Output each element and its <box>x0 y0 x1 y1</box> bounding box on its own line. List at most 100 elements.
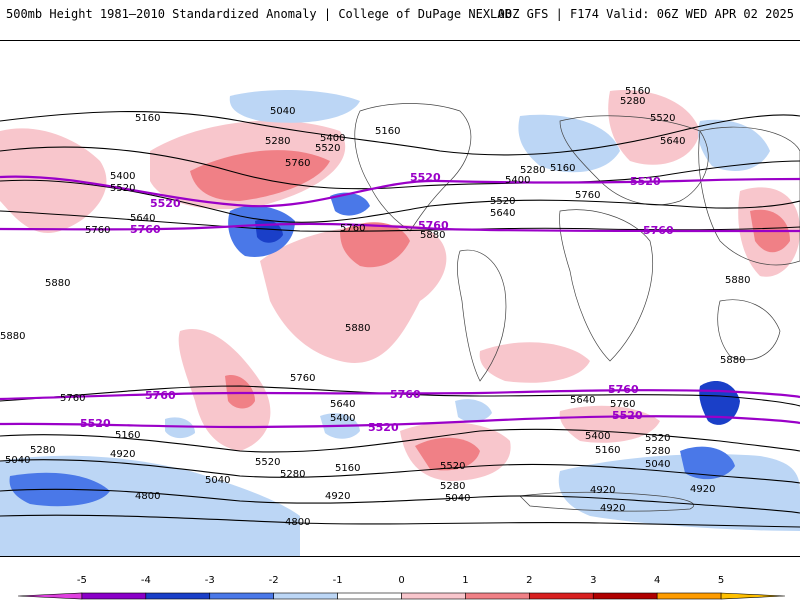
highlight-contours <box>0 175 800 429</box>
contour-label: 5760 <box>85 225 110 236</box>
contour-label: 4920 <box>110 449 135 460</box>
purple-contour-label: 5520 <box>80 417 111 430</box>
colorbar-tick-label: 2 <box>526 575 533 586</box>
colorbar-segment <box>17 592 83 600</box>
contour-label: 4920 <box>590 485 615 496</box>
colorbar-segment <box>145 592 211 600</box>
contour-label: 5760 <box>610 399 635 410</box>
purple-contour-label: 5520 <box>630 175 661 188</box>
colorbar-tick-label: -1 <box>332 575 343 586</box>
contour-label: 4920 <box>325 491 350 502</box>
positive-anomaly-shading <box>0 90 800 481</box>
contour-label: 5520 <box>255 457 280 468</box>
contour-label: 5520 <box>490 196 515 207</box>
height-contours <box>0 110 800 528</box>
contour-label: 5280 <box>280 469 305 480</box>
map-canvas: 5160 5040 5280 5400 5520 5760 5160 5400 … <box>0 86 800 556</box>
contour-label: 5160 <box>375 126 400 137</box>
contour-label: 5040 <box>645 459 670 470</box>
colorbar-segment <box>720 592 786 600</box>
contour-label: 5880 <box>345 323 370 334</box>
contour-label: 5280 <box>620 96 645 107</box>
colorbar-segment <box>209 592 274 600</box>
contour-label: 5520 <box>315 143 340 154</box>
colorbar-segment <box>273 592 338 600</box>
colorbar-segment <box>401 592 466 600</box>
colorbar-tick-label: 4 <box>653 575 661 586</box>
contour-label: 5640 <box>490 208 515 219</box>
contour-label: 5280 <box>645 446 670 457</box>
colorbar-tick-label: 3 <box>590 575 597 586</box>
purple-contour-label: 5520 <box>150 197 181 210</box>
header: 500mb Height 1981–2010 Standardized Anom… <box>0 0 800 40</box>
colorbar-segment <box>592 592 658 600</box>
contour-label: 5280 <box>30 445 55 456</box>
colorbar-tick-label: -2 <box>268 575 279 586</box>
contour-label: 5520 <box>110 183 135 194</box>
contour-label: 5520 <box>650 113 675 124</box>
contour-label: 5880 <box>720 355 745 366</box>
colorbar-segment <box>656 592 722 600</box>
colorbar: -5 -4 -3 -2 -1 0 1 2 3 4 5 <box>0 560 800 600</box>
colorbar-tick-label: -4 <box>140 575 151 586</box>
contour-label: 5880 <box>0 331 25 342</box>
contour-label: 5880 <box>420 230 445 241</box>
contour-label: 4920 <box>690 484 715 495</box>
contour-label: 5520 <box>645 433 670 444</box>
contour-label: 5640 <box>130 213 155 224</box>
contour-label: 5280 <box>440 481 465 492</box>
contour-label: 5760 <box>60 393 85 404</box>
negative-anomaly-shading <box>0 89 800 556</box>
contour-label: 5760 <box>340 223 365 234</box>
contour-label: 5160 <box>135 113 160 124</box>
contour-label: 4800 <box>135 491 160 502</box>
purple-contour-label: 5760 <box>390 388 421 401</box>
contour-label: 5040 <box>445 493 470 504</box>
contour-label: 5760 <box>285 158 310 169</box>
contour-label: 5040 <box>5 455 30 466</box>
contour-label: 5520 <box>440 461 465 472</box>
contour-label: 5640 <box>570 395 595 406</box>
contour-label: 4920 <box>600 503 625 514</box>
colorbar-segment <box>337 592 402 600</box>
purple-contour-label: 5760 <box>643 224 674 237</box>
colorbar-tick-label: 1 <box>462 575 469 586</box>
colorbar-tick-label: 5 <box>717 575 725 586</box>
coastlines <box>354 103 800 512</box>
purple-contour-label: 5760 <box>145 389 176 402</box>
contour-label: 5760 <box>290 373 315 384</box>
contour-label: 5640 <box>660 136 685 147</box>
purple-contour-label: 5520 <box>612 409 643 422</box>
purple-contour-label: 5760 <box>130 223 161 236</box>
contour-label: 5400 <box>505 175 530 186</box>
purple-contour-label: 5760 <box>418 219 449 232</box>
contour-labels: 5160 5040 5280 5400 5520 5760 5160 5400 … <box>0 86 750 528</box>
purple-contour-label: 5760 <box>608 383 639 396</box>
contour-label: 5280 <box>520 165 545 176</box>
contour-label: 5160 <box>335 463 360 474</box>
contour-label: 5040 <box>205 475 230 486</box>
colorbar-segment <box>529 592 594 600</box>
contour-label: 4800 <box>285 517 310 528</box>
map-title: 500mb Height 1981–2010 Standardized Anom… <box>6 7 512 21</box>
contour-label: 5160 <box>115 430 140 441</box>
contour-label: 5400 <box>110 171 135 182</box>
colorbar-tick-label: -3 <box>204 575 215 586</box>
purple-contour-label: 5520 <box>368 421 399 434</box>
contour-label: 5400 <box>585 431 610 442</box>
contour-label: 5040 <box>270 106 295 117</box>
contour-label: 5160 <box>550 163 575 174</box>
model-run-label: 00Z GFS | F174 Valid: 06Z WED APR 02 202… <box>497 7 794 21</box>
contour-label: 5880 <box>725 275 750 286</box>
contour-label: 5640 <box>330 399 355 410</box>
contour-label: 5880 <box>45 278 70 289</box>
contour-label: 5760 <box>575 190 600 201</box>
anomaly-map: 5160 5040 5280 5400 5520 5760 5160 5400 … <box>0 40 800 557</box>
colorbar-strip <box>17 592 786 600</box>
colorbar-tick-label: -5 <box>76 575 87 586</box>
colorbar-tick-label: 0 <box>398 575 405 586</box>
contour-label: 5400 <box>320 133 345 144</box>
contour-label: 5160 <box>595 445 620 456</box>
colorbar-segment <box>81 592 147 600</box>
contour-label: 5400 <box>330 413 355 424</box>
